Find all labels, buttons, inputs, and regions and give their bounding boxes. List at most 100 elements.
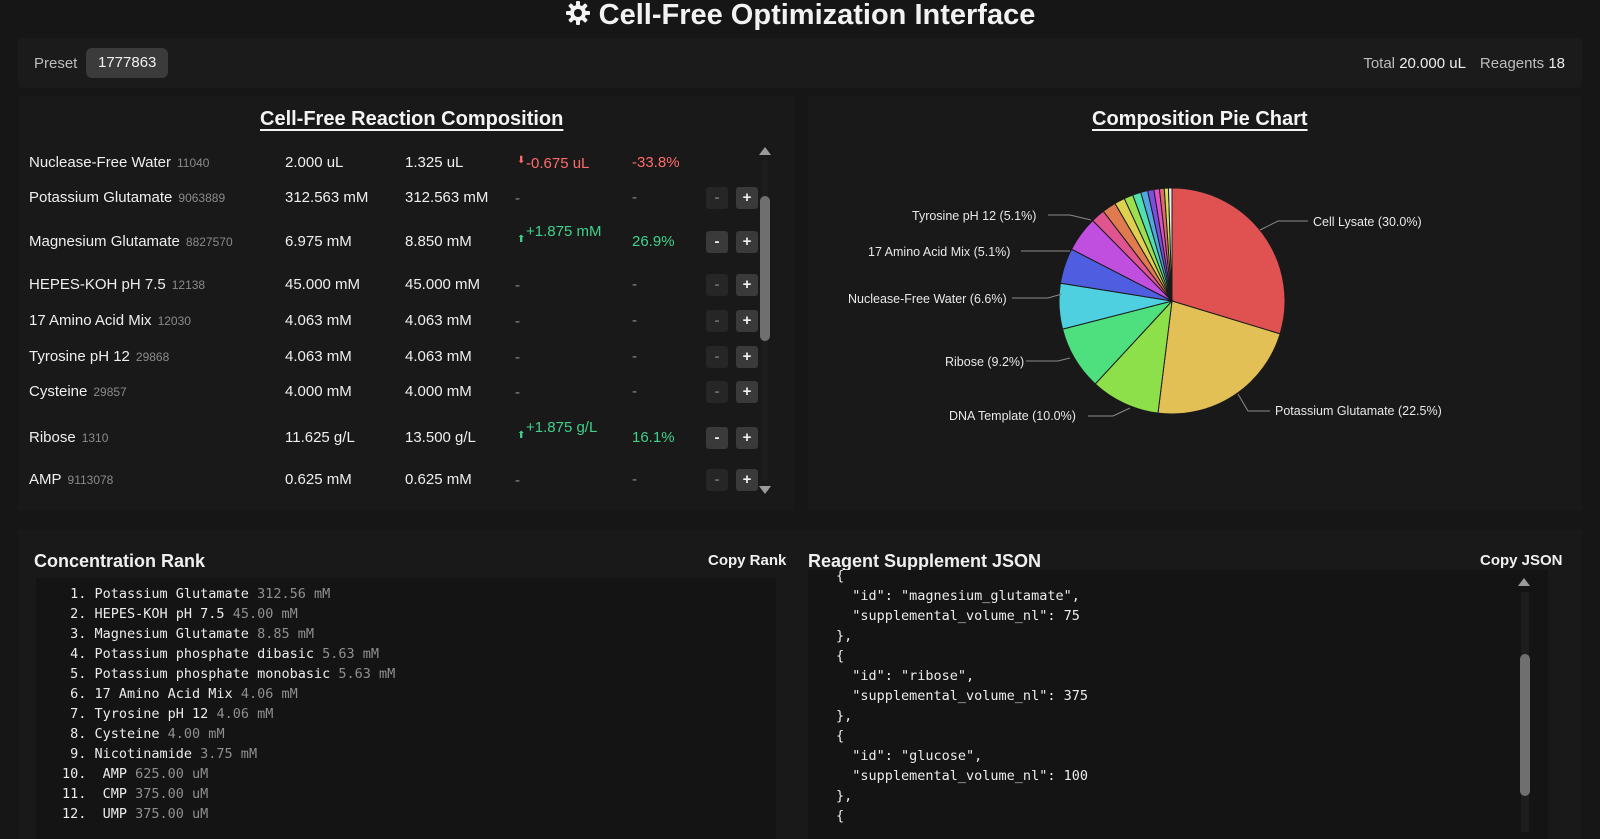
- decrease-button[interactable]: -: [706, 231, 728, 253]
- reagent-id: 9063889: [178, 191, 226, 205]
- increase-button[interactable]: +: [736, 381, 758, 403]
- composition-row: HEPES-KOH pH 7.5 12138 45.000 mM 45.000 mM -…: [18, 274, 758, 296]
- delta-value: -: [515, 472, 520, 489]
- rank-item-label: 7. Tyrosine pH 12: [62, 706, 217, 722]
- increase-button[interactable]: +: [736, 310, 758, 332]
- delta-value: -: [515, 277, 520, 294]
- reagent-name: Magnesium Glutamate 8827570: [29, 233, 233, 250]
- current-concentration: 0.625 mM: [405, 471, 472, 488]
- reagent-name: Tyrosine pH 12 29868: [29, 348, 169, 365]
- reagent-name: Potassium Glutamate 9063889: [29, 189, 225, 206]
- reagent-name: HEPES-KOH pH 7.5 12138: [29, 276, 205, 293]
- rank-item-value: 4.06 mM: [240, 686, 298, 702]
- composition-row: 17 Amino Acid Mix 12030 4.063 mM 4.063 mM - -…: [18, 310, 758, 332]
- rank-item-label: 12. UMP: [62, 806, 136, 822]
- reagent-name-label: Tyrosine pH 12: [29, 348, 130, 365]
- copy-rank-button[interactable]: Copy Rank: [708, 552, 787, 569]
- delta-value: -: [515, 190, 520, 207]
- arrow-up-icon: ⬆: [517, 430, 526, 441]
- delta-percent: -33.8%: [632, 154, 680, 171]
- composition-row: Potassium Glutamate 9063889 312.563 mM 312.…: [18, 187, 758, 209]
- pie-leader-line: [1237, 393, 1270, 412]
- current-concentration: 4.063 mM: [405, 312, 472, 329]
- delta-percent: 16.1%: [632, 429, 675, 446]
- rank-item-value: 5.63 mM: [322, 646, 379, 662]
- total-label: Total: [1363, 55, 1396, 72]
- delta-percent: -: [632, 348, 637, 365]
- json-line: },: [836, 628, 853, 644]
- preset-selector[interactable]: 1777863: [86, 48, 169, 78]
- delta-value: -0.675 uL: [526, 155, 590, 172]
- delta-percent: -: [632, 312, 637, 329]
- pie-slice: [1171, 187, 1286, 335]
- rank-item: 3. Magnesium Glutamate 8.85 mM: [62, 626, 314, 642]
- reagent-name: 17 Amino Acid Mix 12030: [29, 312, 191, 329]
- reagent-id: 29868: [135, 350, 170, 364]
- composition-table[interactable]: Nuclease-Free Water 11040 2.000 uL 1.325 uL…: [18, 148, 758, 503]
- decrease-button[interactable]: -: [706, 187, 728, 209]
- current-concentration: 45.000 mM: [405, 276, 481, 293]
- delta-percent: -: [632, 471, 637, 488]
- composition-scrollbar[interactable]: [760, 160, 770, 480]
- delta-value: +1.875 g/L: [526, 419, 598, 436]
- rank-item-value: 4.06 mM: [216, 706, 274, 722]
- json-line: "supplemental_volume_nl": 100: [836, 768, 1088, 784]
- json-line: "supplemental_volume_nl": 75: [836, 608, 1080, 624]
- decrease-button[interactable]: -: [706, 346, 728, 368]
- increase-button[interactable]: +: [736, 427, 758, 449]
- increase-button[interactable]: +: [736, 346, 758, 368]
- total-value: 20.000 uL: [1399, 55, 1466, 72]
- reagent-name: Ribose 1310: [29, 429, 108, 446]
- pie-leader-line: [1259, 220, 1308, 231]
- reagent-name: Nuclease-Free Water 11040: [29, 154, 209, 171]
- increase-button[interactable]: +: [736, 274, 758, 296]
- current-concentration: 4.000 mM: [405, 383, 472, 400]
- json-scroll-up-arrow[interactable]: [1518, 578, 1530, 586]
- copy-json-button[interactable]: Copy JSON: [1480, 552, 1563, 569]
- rank-item-label: 2. HEPES-KOH pH 7.5: [62, 606, 233, 622]
- rank-item-label: 5. Potassium phosphate monobasic: [62, 666, 339, 682]
- json-scrollbar[interactable]: [1520, 592, 1530, 832]
- rank-item-label: 1. Potassium Glutamate: [62, 586, 258, 602]
- decrease-button[interactable]: -: [706, 427, 728, 449]
- composition-row: Tyrosine pH 12 29868 4.063 mM 4.063 mM - - - +: [18, 346, 758, 368]
- reagent-id: 29857: [93, 385, 127, 399]
- composition-panel: Cell-Free Reaction Composition Nuclease-…: [18, 96, 794, 510]
- increase-button[interactable]: +: [736, 231, 758, 253]
- page-title: Cell-Free Optimization Interface: [0, 0, 1600, 30]
- increase-button[interactable]: +: [736, 469, 758, 491]
- base-concentration: 312.563 mM: [285, 189, 369, 206]
- json-line: "id": "magnesium_glutamate",: [836, 588, 1080, 604]
- decrease-button[interactable]: -: [706, 274, 728, 296]
- rank-item-value: 3.75 mM: [200, 746, 258, 762]
- reagent-id: 8827570: [185, 235, 233, 249]
- rank-list: 1. Potassium Glutamate 312.56 mM 2. HEPE…: [36, 578, 776, 839]
- json-line: "id": "glucose",: [836, 748, 983, 764]
- composition-row: Magnesium Glutamate 8827570 6.975 mM 8.850 …: [18, 222, 758, 262]
- delta-value: -: [515, 349, 520, 366]
- base-concentration: 4.000 mM: [285, 383, 352, 400]
- reagent-name: AMP 9113078: [29, 471, 113, 488]
- increase-button[interactable]: +: [736, 187, 758, 209]
- json-scroll-thumb[interactable]: [1520, 654, 1530, 796]
- scroll-up-arrow[interactable]: [759, 147, 771, 155]
- decrease-button[interactable]: -: [706, 469, 728, 491]
- decrease-button[interactable]: -: [706, 310, 728, 332]
- gear-icon: [565, 0, 591, 32]
- json-code-box[interactable]: { "id": "magnesium_glutamate", "suppleme…: [808, 570, 1548, 839]
- rank-item: 5. Potassium phosphate monobasic 5.63 mM: [62, 666, 395, 682]
- arrow-up-icon: ⬆: [517, 234, 526, 245]
- current-concentration: 312.563 mM: [405, 189, 489, 206]
- rank-item-value: 8.85 mM: [257, 626, 314, 642]
- scroll-down-arrow[interactable]: [759, 486, 771, 494]
- preset-label: Preset: [34, 55, 78, 72]
- pie-label-tyrosine: Tyrosine pH 12 (5.1%): [912, 209, 1036, 223]
- rank-item: 7. Tyrosine pH 12 4.06 mM: [62, 706, 273, 722]
- current-concentration: 4.063 mM: [405, 348, 472, 365]
- composition-scroll-thumb[interactable]: [760, 196, 770, 341]
- decrease-button[interactable]: -: [706, 381, 728, 403]
- totals: Total 20.000 uL Reagents 18: [1363, 55, 1565, 72]
- arrow-down-icon: ⬇: [517, 155, 526, 166]
- rank-item-value: 4.00 mM: [167, 726, 225, 742]
- composition-row: Ribose 1310 11.625 g/L 13.500 g/L ⬆ +1.875 g/…: [18, 418, 758, 458]
